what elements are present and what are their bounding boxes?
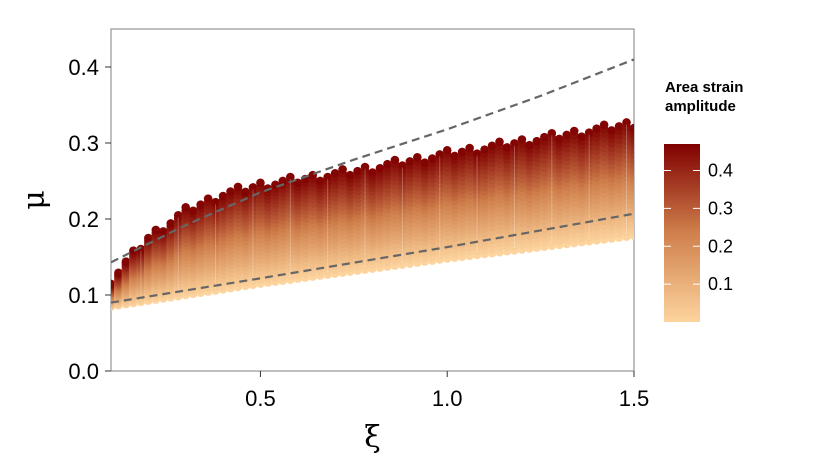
scatter-point [532,136,542,146]
y-tick-label: 0.1 [68,283,99,308]
scatter-point [540,132,549,142]
y-tick-label: 0.3 [68,131,99,156]
scatter-point [360,162,370,172]
scatter-point [554,134,564,144]
scatter-point [487,141,497,151]
scatter-point [405,157,415,166]
scatter-point [495,137,504,147]
y-axis: 0.0 0.1 0.2 0.3 0.4 [68,55,111,384]
reference-line-2 [111,212,634,304]
scatter-point [226,187,235,196]
scatter-point [465,143,474,153]
scatter-point [338,165,347,174]
scatter-point [173,211,183,220]
y-axis-title: μ [17,190,52,210]
scatter-point [121,257,131,267]
scatter-point [315,176,325,186]
scatter-point [368,168,377,177]
x-axis-title: ξ [364,420,381,455]
legend-tick-label: 0.4 [708,161,733,181]
scatter-point [211,197,220,207]
scatter-point [256,178,265,188]
scatter-point [413,152,422,162]
scatter-point [196,200,205,210]
x-tick-label: 0.5 [245,386,276,411]
reference-lines [111,58,634,304]
x-tick-label: 1.5 [619,386,650,411]
scatter-point [592,124,601,134]
scatter-point [271,180,280,190]
scatter-point [286,172,295,182]
scatter-point [442,146,452,155]
scatter-point [517,135,527,144]
scatter-point [562,130,572,140]
scatter-point [457,147,467,157]
scatter-point [345,170,355,180]
scatter-point [188,206,198,216]
y-tick-label: 0.4 [68,55,99,80]
scatter-point [480,145,489,154]
scatter-point [151,225,161,235]
scatter-point [353,166,362,176]
scatter-point [607,126,616,135]
color-legend: Area strain amplitude 0.1 0.2 0.3 0.4 [664,79,743,322]
x-axis: 0.5 1.0 1.5 [245,371,649,411]
scatter-point [435,150,445,159]
scatter-point [502,143,512,152]
scatter-point [584,128,594,137]
legend-title-line-1: Area strain [665,79,743,96]
scatter-point [144,233,153,243]
legend-title-line-2: amplitude [665,98,736,115]
scatter-point [330,168,340,178]
column-separators [140,124,628,300]
scatter-point [510,139,519,148]
scatter-point [569,126,579,136]
scatter-point [420,158,430,167]
legend-colorbar [664,144,700,322]
scatter-point [278,176,288,186]
scatter-point [323,172,332,182]
reference-line-1 [111,58,634,264]
scatter-point [159,227,168,236]
scatter-point [577,132,586,141]
scatter-point [166,219,176,228]
scatter-point [114,268,123,278]
legend-tick-label: 0.3 [708,198,733,218]
scatter-point [599,120,609,130]
scatter-point [383,159,392,169]
scatter-point [390,155,400,165]
legend-ticks: 0.1 0.2 0.3 0.4 [664,161,733,294]
y-tick-label: 0.2 [68,207,99,232]
scatter-point [622,118,631,127]
legend-tick-label: 0.1 [708,274,733,294]
scatter-point [136,244,146,254]
scatter-point [233,182,243,192]
scatter-point [398,161,407,170]
scatter-point [203,194,213,203]
y-tick-label: 0.0 [68,359,99,384]
scatter-point [241,187,250,197]
scatter-point [614,122,624,131]
scatter-point [248,183,258,192]
scatter-point [218,191,228,201]
scatter-point [525,140,534,150]
scatter-point [181,203,191,212]
scatter-point [427,154,437,163]
scatter-point [450,151,459,161]
scatter-points [111,118,634,311]
scatter-point [629,123,634,133]
scatter-point [472,149,482,158]
legend-tick-label: 0.2 [708,236,733,256]
scatter-point [111,279,116,289]
scatter-point [375,164,385,173]
scatter-point [547,128,557,138]
x-tick-label: 1.0 [432,386,463,411]
scatter-point [129,246,138,255]
